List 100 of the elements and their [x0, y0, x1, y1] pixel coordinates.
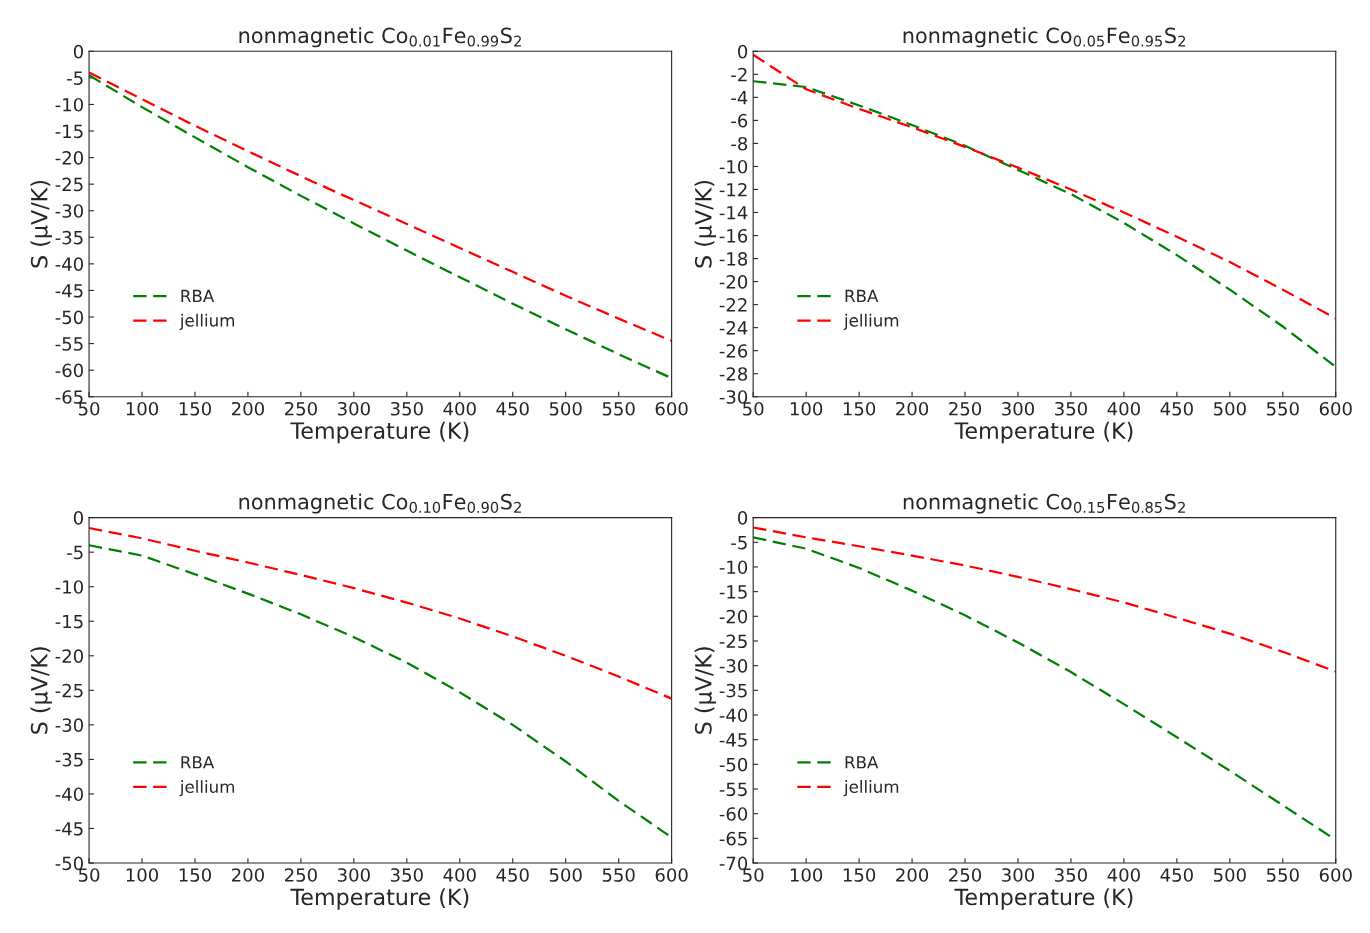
- x-axis-title: Temperature (K): [954, 888, 1133, 910]
- x-tick-label: 100: [126, 868, 159, 882]
- y-tick-label: -25: [55, 177, 83, 192]
- x-tick-label: 250: [284, 401, 317, 416]
- y-tick-label: -15: [55, 124, 83, 139]
- x-tick-label: 550: [602, 868, 635, 882]
- y-tick-label: -50: [719, 757, 748, 772]
- y-tick-label: -28: [719, 367, 748, 381]
- y-tick-label: -40: [55, 257, 83, 271]
- y-tick-label: -30: [719, 390, 748, 404]
- chart-title: nonmagnetic Co$_{0.10}$Fe$_{0.90}$S$_{2}$: [239, 493, 521, 514]
- x-tick-label: 200: [896, 868, 929, 882]
- x-tick-label: 550: [1266, 401, 1299, 416]
- y-tick-label: -45: [55, 284, 83, 298]
- x-tick-label: 500: [549, 401, 582, 416]
- y-tick-label: -15: [719, 585, 747, 599]
- legend-label: RBA: [845, 756, 879, 769]
- line-series: [753, 80, 1336, 368]
- y-tick-label: -10: [55, 580, 83, 594]
- line-series: [89, 526, 672, 700]
- legend-label: jellium: [179, 313, 234, 330]
- x-tick-label: 250: [949, 868, 982, 882]
- y-tick-label: -18: [719, 252, 748, 266]
- x-tick-label: 350: [1055, 401, 1087, 416]
- y-tick-label: -35: [55, 230, 83, 245]
- y-tick-label: -45: [719, 733, 747, 747]
- y-axis-title: S (µV/K): [30, 647, 52, 734]
- x-tick-label: 600: [655, 868, 688, 882]
- y-tick-label: -20: [719, 275, 748, 289]
- y-tick-label: -12: [719, 182, 747, 197]
- y-tick-label: -40: [719, 708, 748, 723]
- y-tick-label: -5: [731, 535, 747, 550]
- x-tick-label: 300: [338, 868, 370, 882]
- x-tick-label: 150: [179, 868, 211, 882]
- x-tick-label: 100: [126, 401, 159, 416]
- x-tick-label: 600: [1319, 401, 1352, 416]
- legend-label: jellium: [179, 780, 234, 797]
- y-tick-label: -10: [719, 560, 748, 575]
- y-tick-label: 0: [738, 511, 748, 525]
- legend-label: RBA: [845, 289, 879, 302]
- x-tick-label: 450: [496, 868, 529, 882]
- y-tick-label: -30: [719, 659, 748, 673]
- x-tick-label: 100: [790, 401, 823, 416]
- y-tick-label: -65: [719, 831, 747, 846]
- chart-title: nonmagnetic Co$_{0.15}$Fe$_{0.85}$S$_{2}$: [903, 493, 1185, 514]
- x-tick-label: 600: [655, 401, 688, 416]
- y-tick-label: -25: [719, 634, 747, 649]
- x-tick-label: 600: [1319, 868, 1352, 882]
- legend-label: jellium: [843, 313, 899, 330]
- x-tick-label: 400: [1107, 868, 1140, 882]
- y-tick-label: -14: [719, 206, 748, 220]
- y-tick-label: -55: [719, 782, 747, 797]
- y-tick-label: -60: [55, 363, 83, 378]
- chart-title: nonmagnetic Co$_{0.05}$Fe$_{0.95}$S$_{2}$: [903, 27, 1186, 48]
- x-tick-label: 50: [743, 401, 764, 416]
- x-tick-label: 200: [232, 868, 264, 882]
- y-tick-label: -30: [55, 718, 83, 732]
- x-tick-label: 300: [1002, 868, 1035, 882]
- y-axis-title: S (µV/K): [30, 180, 52, 268]
- x-tick-label: 500: [549, 868, 582, 882]
- x-tick-label: 400: [443, 401, 476, 416]
- y-axis-title: S (µV/K): [694, 647, 717, 734]
- y-axis-title: S (µV/K): [694, 180, 717, 268]
- y-tick-label: -10: [55, 97, 83, 112]
- legend-label: RBA: [181, 756, 215, 769]
- legend-label: RBA: [181, 289, 215, 302]
- y-tick-label: -5: [67, 545, 83, 560]
- y-tick-label: -55: [55, 337, 83, 351]
- x-tick-label: 550: [602, 401, 635, 416]
- y-tick-label: -2: [731, 67, 747, 82]
- y-tick-label: -4: [731, 91, 748, 105]
- legend-label: jellium: [843, 780, 899, 797]
- x-axis-title: Temperature (K): [290, 421, 469, 444]
- x-tick-label: 250: [284, 868, 317, 882]
- y-tick-label: -40: [55, 787, 83, 802]
- x-tick-label: 400: [1107, 401, 1140, 416]
- x-tick-label: 150: [843, 401, 876, 416]
- x-tick-label: 150: [179, 401, 211, 416]
- chart-title: nonmagnetic Co$_{0.01}$Fe$_{0.99}$S$_{2}$: [239, 27, 521, 48]
- y-tick-label: -30: [55, 204, 83, 218]
- y-tick-label: -24: [719, 321, 748, 335]
- y-tick-label: -60: [719, 807, 748, 821]
- y-tick-label: -45: [55, 822, 83, 836]
- x-tick-label: 150: [843, 868, 876, 882]
- line-series: [753, 526, 1336, 673]
- x-tick-label: 350: [390, 401, 423, 416]
- x-axis-title: Temperature (K): [954, 421, 1133, 444]
- y-tick-label: -20: [55, 649, 83, 663]
- y-tick-label: -10: [719, 159, 748, 174]
- y-tick-label: 0: [73, 44, 83, 59]
- y-tick-label: -15: [55, 614, 83, 629]
- line-series: [89, 544, 672, 839]
- y-tick-label: 0: [738, 44, 748, 59]
- y-tick-label: 0: [73, 511, 83, 525]
- x-tick-label: 450: [1160, 401, 1193, 416]
- y-tick-label: -50: [55, 310, 83, 325]
- x-tick-label: 550: [1266, 868, 1299, 882]
- x-tick-label: 200: [896, 401, 929, 416]
- x-tick-label: 400: [443, 868, 476, 882]
- x-tick-label: 450: [496, 401, 529, 416]
